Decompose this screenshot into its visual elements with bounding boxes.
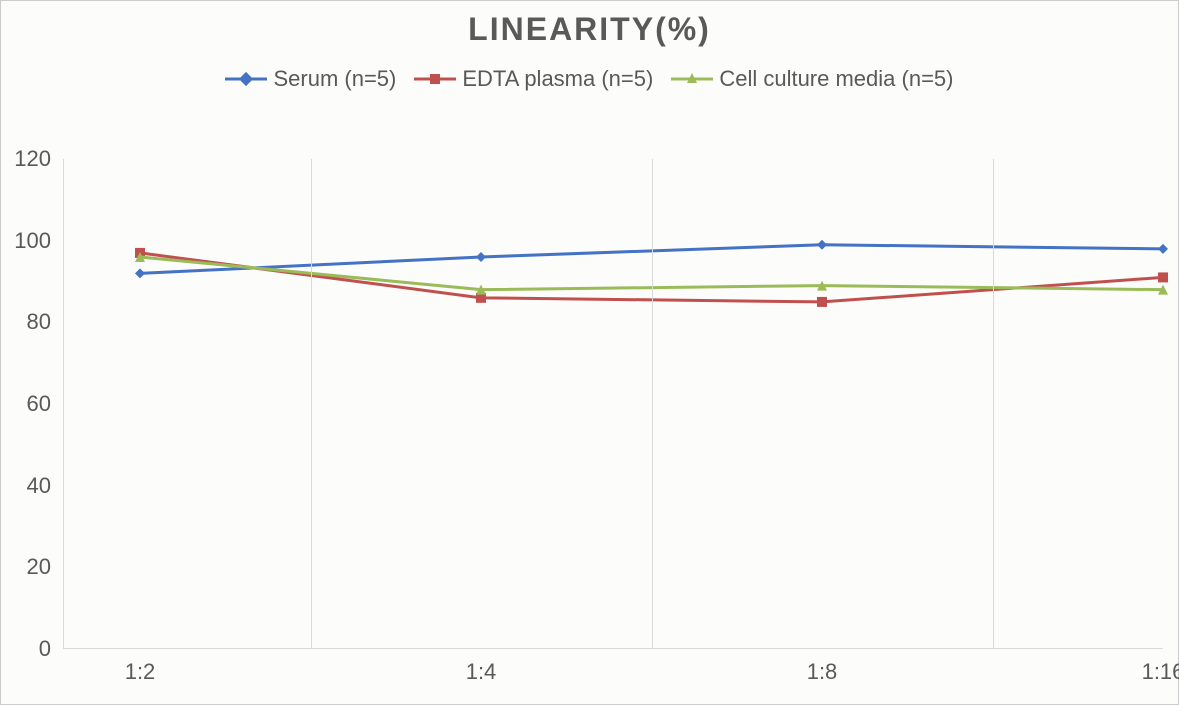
y-axis-label: 0: [39, 636, 63, 662]
legend: Serum (n=5) EDTA plasma (n=5) Cell cultu…: [1, 66, 1178, 92]
x-axis-label: 1:8: [807, 649, 838, 685]
y-axis-label: 60: [27, 391, 63, 417]
y-axis-label: 40: [27, 473, 63, 499]
grid-vertical: [993, 159, 994, 649]
legend-label: Cell culture media (n=5): [719, 66, 953, 92]
y-axis-label: 100: [14, 228, 63, 254]
legend-label: Serum (n=5): [273, 66, 396, 92]
x-axis-label: 1:16: [1142, 649, 1179, 685]
y-axis-label: 20: [27, 554, 63, 580]
legend-marker: [414, 69, 456, 89]
plot-area: 0204060801001201:21:41:81:16: [63, 159, 1163, 649]
grid-vertical: [311, 159, 312, 649]
legend-marker: [225, 69, 267, 89]
y-axis-label: 120: [14, 146, 63, 172]
chart-title: LINEARITY(%): [1, 11, 1178, 48]
grid-vertical: [63, 159, 64, 649]
y-axis-label: 80: [27, 309, 63, 335]
x-axis-label: 1:4: [466, 649, 497, 685]
legend-item: EDTA plasma (n=5): [414, 66, 653, 92]
x-axis-label: 1:2: [125, 649, 156, 685]
legend-item: Serum (n=5): [225, 66, 396, 92]
series-svg: [63, 159, 1163, 649]
grid-bottom: [63, 648, 1163, 649]
legend-label: EDTA plasma (n=5): [462, 66, 653, 92]
grid-vertical: [652, 159, 653, 649]
legend-item: Cell culture media (n=5): [671, 66, 953, 92]
legend-marker: [671, 69, 713, 89]
